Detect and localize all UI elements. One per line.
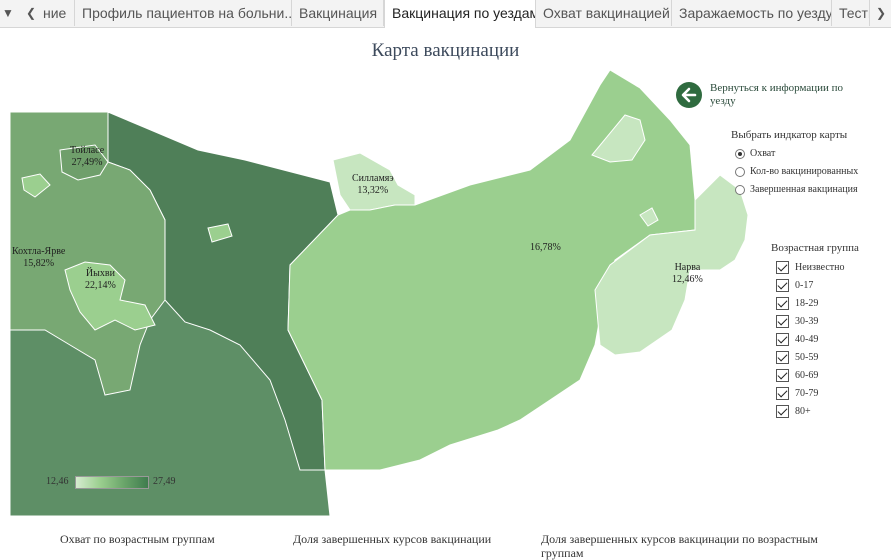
back-arrow-icon[interactable] — [676, 82, 702, 108]
radio-empty-icon[interactable] — [735, 166, 745, 177]
age-checkbox-30-39[interactable]: 30-39 — [776, 314, 818, 330]
age-checkbox-unknown[interactable]: Неизвестно — [776, 260, 844, 276]
radio-empty-icon[interactable] — [735, 184, 745, 195]
checkbox-checked-icon[interactable] — [776, 261, 789, 275]
tab-partial[interactable]: ние — [40, 0, 75, 26]
chevron-left-icon[interactable]: ❮ — [25, 6, 37, 20]
panel-title-completed-by-age: Доля завершенных курсов вакцинации по во… — [541, 532, 818, 560]
indicator-heading: Выбрать индкатор карты — [731, 129, 848, 141]
age-checkbox-60-69[interactable]: 60-69 — [776, 368, 818, 384]
panel-title-coverage-by-age: Охват по возрастным группам — [60, 532, 215, 546]
tab-bar: ▼ ❮ ние Профиль пациентов на больни... В… — [0, 0, 891, 28]
map-region-lake — [591, 114, 646, 163]
tab-menu-icon[interactable]: ▼ — [2, 6, 14, 20]
county-map — [9, 69, 749, 517]
map-region-islet-2 — [207, 223, 233, 243]
checkbox-checked-icon[interactable] — [776, 405, 789, 419]
region-label-narva: Нарва 12,46% — [672, 262, 703, 285]
tab-patient-profile[interactable]: Профиль пациентов на больни... — [75, 0, 292, 26]
tab-tests[interactable]: Тести — [832, 0, 870, 26]
age-checkbox-70-79[interactable]: 70-79 — [776, 386, 818, 402]
region-label-central: 16,78% — [530, 242, 561, 253]
age-checkbox-0-17[interactable]: 0-17 — [776, 278, 813, 294]
checkbox-checked-icon[interactable] — [776, 297, 789, 311]
map-region-islet-3 — [639, 207, 659, 227]
tab-vaccination-by-county[interactable]: Вакцинация по уездам — [384, 0, 536, 28]
region-label-kohtla-jarve: Кохтла-Ярве 15,82% — [12, 246, 66, 269]
radio-completed[interactable]: Завершенная вакцинация — [735, 183, 858, 197]
back-link[interactable]: Вернуться к информации по уезду — [710, 82, 844, 107]
scale-max-label: 27,49 — [153, 476, 176, 487]
panel-title-completed-share: Доля завершенных курсов вакцинации — [293, 532, 492, 546]
age-checkbox-50-59[interactable]: 50-59 — [776, 350, 818, 366]
tab-coverage[interactable]: Охват вакцинацией — [536, 0, 672, 26]
scale-min-label: 12,46 — [46, 476, 69, 487]
checkbox-checked-icon[interactable] — [776, 333, 789, 347]
map-region-narva[interactable] — [594, 174, 749, 356]
region-label-toila: Тойласе 27,49% — [70, 145, 105, 168]
map-region-islet-1 — [21, 173, 51, 198]
page-title: Карта вакцинации — [371, 40, 520, 61]
age-checkbox-18-29[interactable]: 18-29 — [776, 296, 818, 312]
checkbox-checked-icon[interactable] — [776, 279, 789, 293]
tab-vaccination[interactable]: Вакцинация — [292, 0, 384, 26]
checkbox-checked-icon[interactable] — [776, 351, 789, 365]
checkbox-checked-icon[interactable] — [776, 369, 789, 383]
color-scale-bar — [75, 476, 149, 489]
checkbox-checked-icon[interactable] — [776, 387, 789, 401]
age-checkbox-40-49[interactable]: 40-49 — [776, 332, 818, 348]
region-label-johvi: Йыхви 22,14% — [85, 268, 116, 291]
map-region-toila[interactable] — [59, 144, 109, 181]
age-group-heading: Возрастная группа — [771, 242, 859, 254]
radio-selected-icon[interactable] — [735, 148, 745, 159]
radio-vaccinated-count[interactable]: Кол-во вакцинированных — [735, 165, 858, 179]
radio-coverage[interactable]: Охват — [735, 147, 775, 161]
checkbox-checked-icon[interactable] — [776, 315, 789, 329]
age-checkbox-80-plus[interactable]: 80+ — [776, 404, 811, 420]
tab-infection-by-county[interactable]: Заражаемость по уезду — [672, 0, 832, 26]
map-region-johvi[interactable] — [64, 261, 156, 331]
region-label-sillamae: Силламяэ 13,32% — [352, 173, 394, 196]
chevron-right-icon[interactable]: ❯ — [875, 6, 887, 20]
